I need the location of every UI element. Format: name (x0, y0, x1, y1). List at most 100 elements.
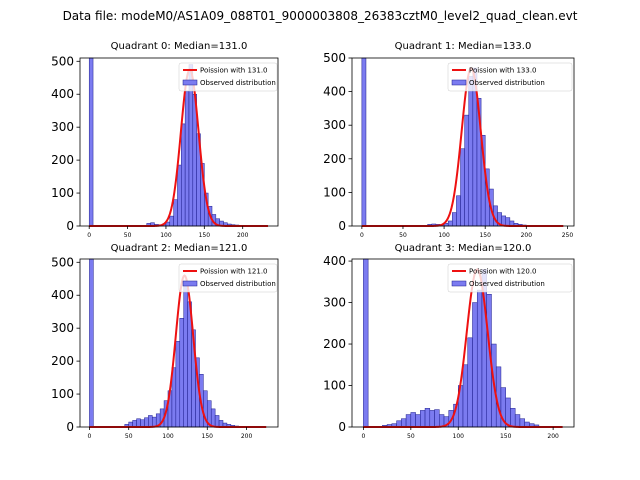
y-tick-label: 300 (323, 296, 346, 310)
y-tick-label: 200 (51, 153, 74, 167)
x-tick-label: 150 (479, 232, 491, 239)
panel-quadrant-1: Quadrant 1: Median=133.0 Poission with 1… (323, 41, 575, 239)
histogram-bar (420, 410, 426, 428)
legend-box (447, 62, 573, 92)
x-tick-label: 0 (88, 433, 92, 440)
x-tick-label: 50 (407, 433, 415, 440)
y-tick-label: 0 (66, 219, 74, 233)
y-tick-label: 400 (51, 288, 74, 302)
y-tick-label: 100 (51, 186, 74, 200)
x-tick-label: 50 (399, 232, 407, 239)
panel-quadrant-0: Quadrant 0: Median=131.0 Poission with 1… (51, 41, 279, 239)
histogram-bar (169, 215, 174, 227)
histogram-bar (177, 164, 182, 227)
histogram-bar (519, 418, 525, 428)
histogram-bar (452, 212, 457, 227)
histogram-bar (179, 318, 184, 428)
histogram-bar (140, 419, 145, 428)
legend-label-observed: Observed distribution (200, 280, 276, 288)
y-tick-label: 200 (323, 337, 346, 351)
y-tick-label: 200 (323, 152, 346, 166)
histogram-bar (210, 408, 216, 428)
legend-label-poisson: Poission with 120.0 (469, 268, 537, 276)
legend-bar-swatch (182, 280, 198, 287)
histogram-bar (175, 341, 181, 428)
histogram-bar (181, 123, 186, 227)
x-tick-label: 0 (361, 433, 365, 440)
panel-title: Quadrant 0: Median=131.0 (111, 41, 248, 52)
plot-frame (79, 258, 279, 428)
x-tick-label: 100 (162, 433, 174, 440)
plot-frame (351, 258, 575, 428)
histogram-bar (467, 337, 473, 428)
y-tick-label: 300 (51, 120, 74, 134)
histogram-bar (361, 57, 367, 227)
y-tick-label: 500 (323, 51, 346, 65)
histogram-bar (144, 417, 149, 428)
histogram-bar (214, 415, 220, 428)
legend-bar-swatch (451, 79, 467, 86)
legend-box (178, 263, 278, 293)
histogram-bar (410, 412, 416, 428)
histogram-bar (505, 217, 511, 227)
y-tick-label: 400 (51, 87, 74, 101)
y-tick-label: 400 (323, 85, 346, 99)
y-tick-label: 0 (338, 420, 346, 434)
y-tick-label: 500 (51, 255, 74, 269)
legend: Poission with 131.0 Observed distributio… (178, 62, 278, 92)
y-tick-label: 100 (323, 379, 346, 393)
histogram-bar (424, 408, 431, 428)
panel-title: Quadrant 2: Median=121.0 (111, 243, 248, 254)
histogram-bar (460, 148, 465, 227)
histogram-bar (401, 418, 407, 428)
histogram-bar (183, 285, 188, 428)
histogram-bar (405, 414, 412, 428)
x-tick-label: 200 (237, 232, 249, 239)
panel-title: Quadrant 3: Median=120.0 (395, 243, 532, 254)
x-tick-label: 200 (241, 433, 253, 440)
legend-label-observed: Observed distribution (200, 79, 276, 87)
histogram-bar (472, 302, 478, 428)
figure-title: Data file: modeM0/AS1A09_088T01_90000038… (63, 9, 578, 23)
x-tick-label: 100 (438, 232, 450, 239)
legend-box (447, 263, 573, 293)
plot-frame (79, 57, 279, 227)
legend-label-poisson: Poission with 133.0 (469, 67, 537, 75)
x-tick-label: 0 (360, 232, 364, 239)
x-tick-label: 150 (199, 232, 211, 239)
panel-quadrant-2: Quadrant 2: Median=121.0 Poission with 1… (51, 243, 279, 440)
legend: Poission with 121.0 Observed distributio… (178, 263, 278, 293)
plot-frame (351, 57, 575, 227)
legend-bar-swatch (182, 79, 198, 86)
x-tick-label: 50 (124, 232, 132, 239)
y-tick-label: 0 (338, 219, 346, 233)
histogram-bar (510, 408, 516, 428)
x-tick-label: 250 (562, 232, 574, 239)
histogram-bar (429, 410, 435, 428)
y-tick-label: 300 (323, 118, 346, 132)
x-tick-label: 150 (202, 433, 214, 440)
x-tick-label: 100 (453, 433, 465, 440)
histogram-bar (184, 90, 190, 227)
histogram-bar (88, 57, 94, 227)
histogram-bar (514, 414, 521, 428)
x-tick-label: 50 (125, 433, 133, 440)
legend-label-observed: Observed distribution (469, 280, 545, 288)
legend-label-poisson: Poission with 131.0 (200, 67, 268, 75)
x-tick-label: 200 (521, 232, 533, 239)
histogram-bar (136, 418, 141, 428)
histogram-bar (439, 414, 445, 428)
legend-bar-swatch (451, 280, 467, 287)
histogram-bar (468, 76, 474, 227)
y-tick-label: 400 (323, 254, 346, 268)
histogram-bar (363, 258, 369, 428)
panel-title: Quadrant 1: Median=133.0 (395, 41, 532, 52)
histogram-bar (456, 195, 461, 227)
histogram-bar (148, 415, 153, 428)
legend: Poission with 133.0 Observed distributio… (447, 62, 573, 92)
legend: Poission with 120.0 Observed distributio… (447, 263, 573, 293)
legend-label-observed: Observed distribution (469, 79, 545, 87)
x-tick-label: 0 (87, 232, 91, 239)
y-tick-label: 300 (51, 321, 74, 335)
